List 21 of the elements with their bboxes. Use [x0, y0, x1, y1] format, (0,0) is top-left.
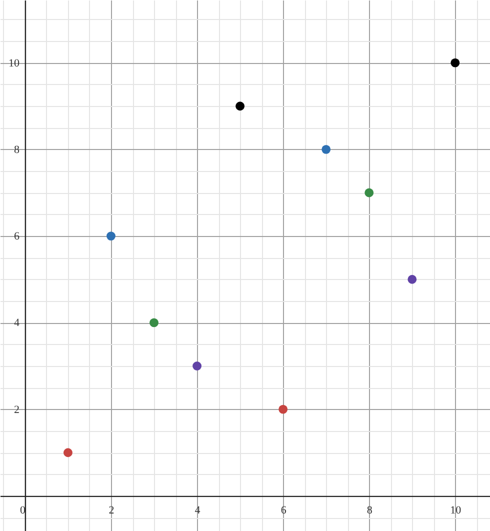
x-tick-label: 8	[366, 504, 373, 516]
x-tick-label: 2	[108, 504, 114, 516]
point	[278, 404, 288, 414]
y-tick-label: 6	[14, 230, 20, 243]
point	[450, 58, 460, 68]
y-tick-label: 4	[14, 317, 20, 330]
y-tick-label: 2	[14, 404, 20, 416]
point	[192, 362, 202, 370]
y-tick-label: 10	[8, 57, 20, 70]
point	[364, 188, 374, 198]
y-tick-label: 8	[14, 144, 20, 156]
point	[150, 318, 158, 328]
x-tick-label: 0	[20, 504, 26, 516]
x-tick-label: 6	[280, 504, 287, 516]
x-tick-label: 10	[450, 504, 462, 516]
point	[64, 448, 72, 458]
point	[408, 274, 417, 284]
point	[106, 232, 116, 241]
point	[322, 144, 331, 154]
point	[236, 102, 245, 111]
x-tick-label: 4	[194, 504, 201, 516]
